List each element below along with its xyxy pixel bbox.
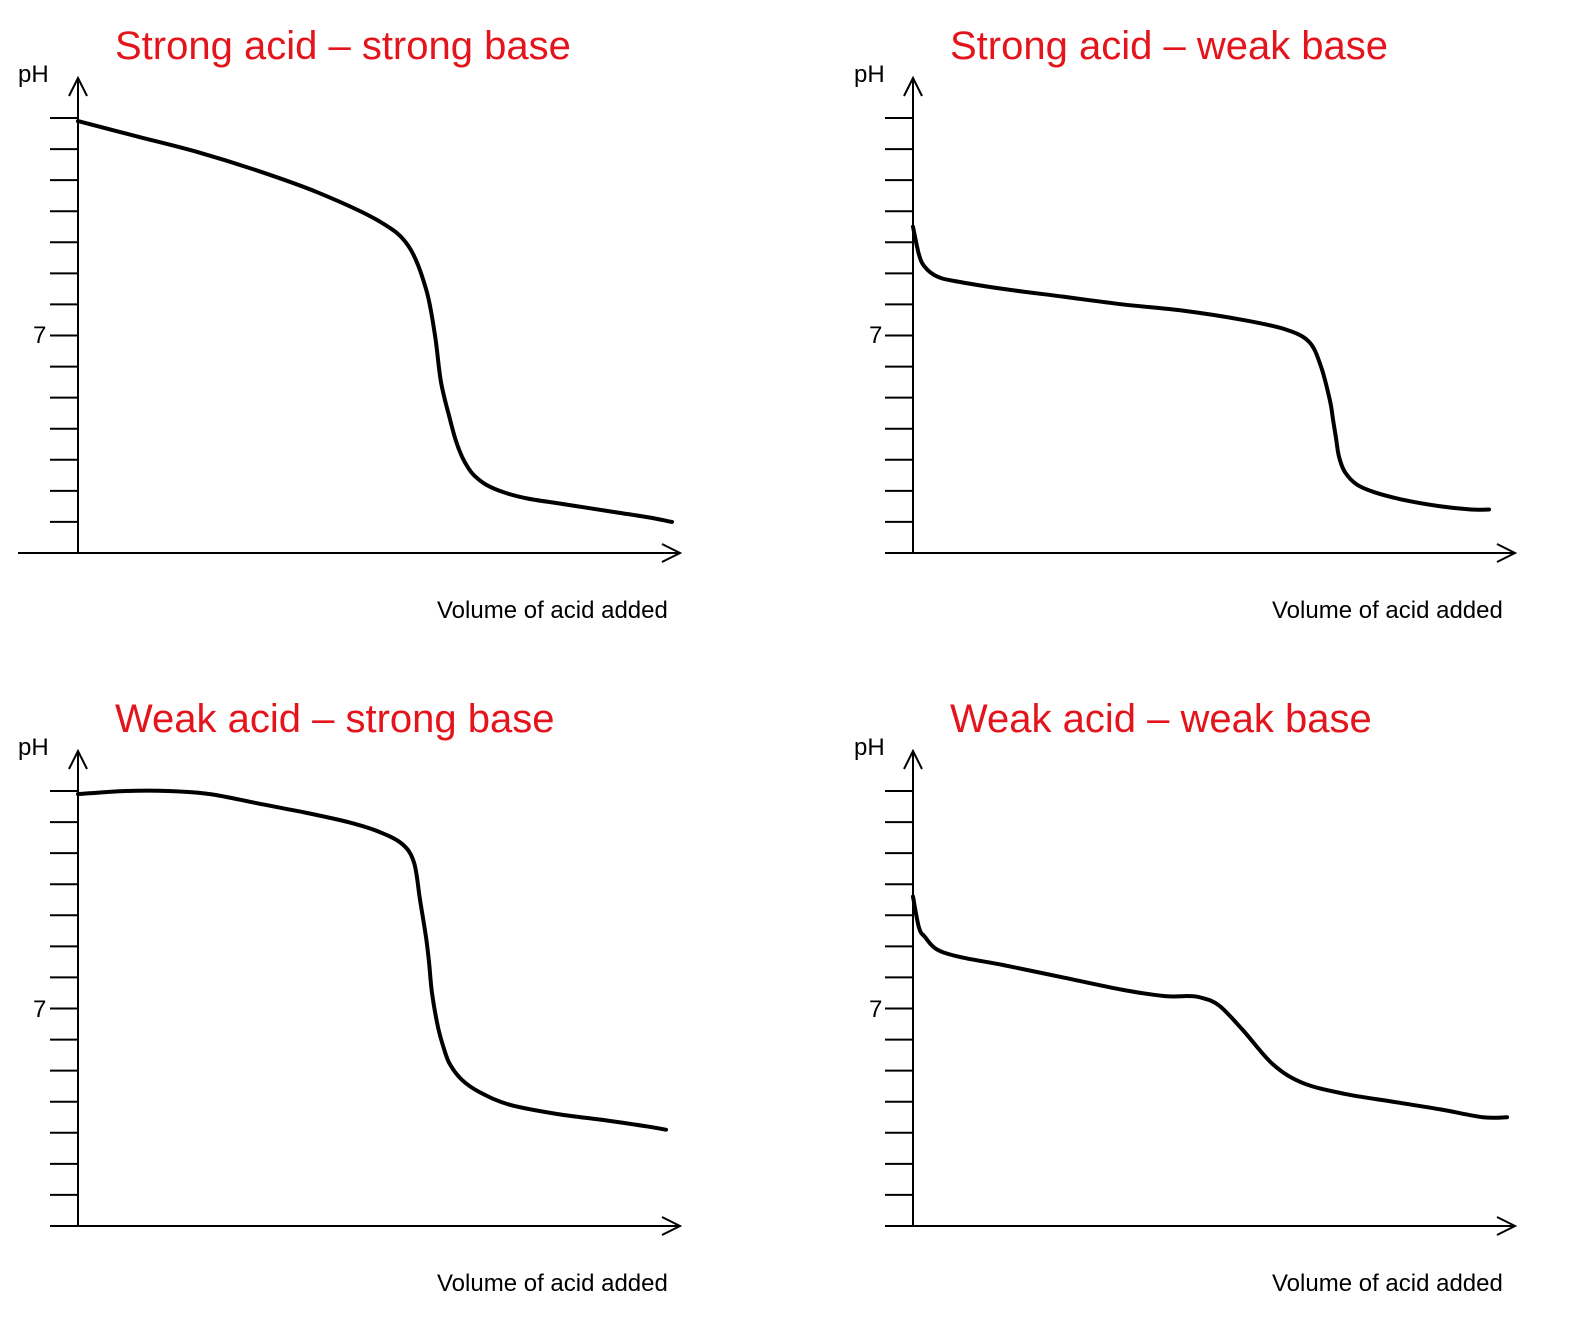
x-axis-label: Volume of acid added [1272,597,1503,624]
panel-strong-acid-weak-base: Strong acid – weak base pH Volume of aci… [854,24,1518,624]
y-axis-label: pH [854,734,885,761]
x-axis-arrowhead [661,1216,683,1236]
y-axis-arrowhead [68,75,88,97]
y-tick-label-7: 7 [33,322,46,349]
chart-title: Strong acid – strong base [115,24,571,68]
ph-titration-curve [911,894,1509,1120]
y-axis-label: pH [854,61,885,88]
chart-title: Strong acid – weak base [950,24,1388,68]
panel-strong-acid-strong-base: Strong acid – strong base pH Volume of a… [18,24,683,624]
panel-weak-acid-weak-base: Weak acid – weak base pH Volume of acid … [854,697,1518,1297]
y-tick-label-7: 7 [869,322,882,349]
y-axis-label: pH [18,61,49,88]
x-axis-arrowhead [1496,1216,1518,1236]
x-axis-label: Volume of acid added [437,597,668,624]
y-axis-arrowhead [903,75,923,97]
x-axis-arrowhead [1496,543,1518,563]
y-axis-arrowhead [68,748,88,770]
y-tick-label-7: 7 [33,996,46,1023]
x-axis-label: Volume of acid added [437,1270,668,1297]
y-tick-label-7: 7 [869,996,882,1023]
x-axis-label: Volume of acid added [1272,1270,1503,1297]
ph-titration-curve [76,119,674,524]
ph-titration-curve [911,224,1491,512]
chart-title: Weak acid – weak base [950,697,1372,741]
ph-titration-curve [76,788,668,1132]
y-axis-arrowhead [903,748,923,770]
panel-weak-acid-strong-base: Weak acid – strong base pH Volume of aci… [18,697,683,1297]
y-axis-label: pH [18,734,49,761]
chart-title: Weak acid – strong base [115,697,555,741]
x-axis-arrowhead [661,543,683,563]
